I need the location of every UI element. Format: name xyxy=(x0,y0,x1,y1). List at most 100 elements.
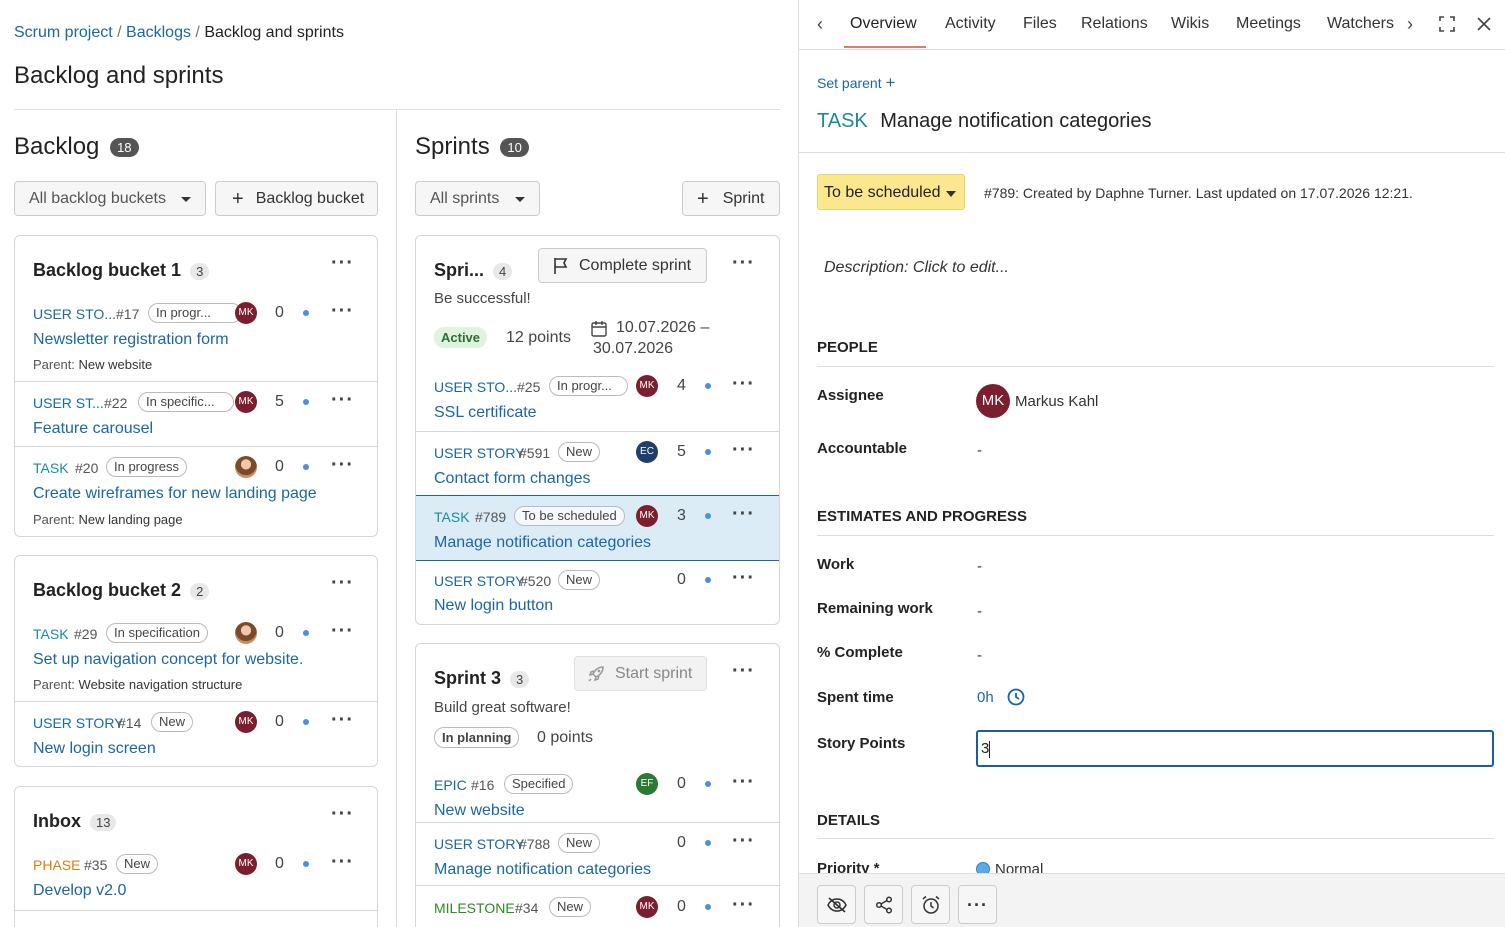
row-menu-icon[interactable]: ··· xyxy=(732,567,755,589)
backlog-filter-dropdown[interactable]: All backlog buckets xyxy=(14,181,206,216)
breadcrumb-scrum-project[interactable]: Scrum project xyxy=(14,24,113,41)
set-parent-link[interactable]: Set parent + xyxy=(817,73,895,93)
parent-link[interactable]: Website navigation structure xyxy=(78,677,243,692)
parent-link[interactable]: New landing page xyxy=(78,512,183,527)
wp-subject[interactable]: Manage notification categories xyxy=(434,861,652,878)
wp-id[interactable]: #520 xyxy=(520,573,552,589)
add-sprint-button[interactable]: + Sprint xyxy=(682,181,780,216)
status-badge[interactable]: In specific... xyxy=(138,392,234,412)
work-value[interactable]: - xyxy=(977,558,982,575)
sprint-menu-icon[interactable]: ··· xyxy=(732,660,755,682)
status-badge[interactable]: In progr... xyxy=(549,376,628,396)
sprint-title-text[interactable]: Sprint 3 xyxy=(434,668,502,688)
wp-id[interactable]: #788 xyxy=(519,836,551,852)
list-item[interactable]: EPIC #16 Specified EF 0 ··· New website xyxy=(416,764,779,822)
row-menu-icon[interactable]: ··· xyxy=(331,851,354,873)
tabs-prev-arrow-icon[interactable]: ‹ xyxy=(817,14,823,34)
list-item[interactable]: USER STORY #14 New MK 0 ··· New login sc… xyxy=(15,701,377,766)
share-button[interactable] xyxy=(864,885,903,924)
wp-subject[interactable]: New login button xyxy=(434,597,554,614)
description-field[interactable]: Description: Click to edit... xyxy=(824,259,1009,276)
wp-subject-title[interactable]: Manage notification categories xyxy=(880,110,1152,132)
status-badge[interactable]: To be scheduled xyxy=(514,506,625,526)
tabs-next-arrow-icon[interactable]: › xyxy=(1407,14,1413,34)
sprints-filter-dropdown[interactable]: All sprints xyxy=(415,181,540,216)
row-menu-icon[interactable]: ··· xyxy=(331,620,354,642)
row-menu-icon[interactable]: ··· xyxy=(732,894,755,916)
row-menu-icon[interactable]: ··· xyxy=(732,830,755,852)
wp-id[interactable]: #591 xyxy=(519,445,551,461)
list-item-selected[interactable]: TASK #789 To be scheduled MK 3 ··· Manag… xyxy=(416,495,779,561)
list-item[interactable]: USER STO... #25 In progr... MK 4 ··· SSL… xyxy=(416,366,779,431)
bucket-menu-icon[interactable]: ··· xyxy=(331,252,354,274)
wp-id[interactable]: #25 xyxy=(517,379,541,395)
wp-subject[interactable]: Manage notification categories xyxy=(434,534,652,551)
tab-meetings[interactable]: Meetings xyxy=(1236,15,1301,32)
assignee-value[interactable]: Markus Kahl xyxy=(1015,393,1099,410)
wp-id[interactable]: #34 xyxy=(515,900,539,916)
avatar[interactable]: EF xyxy=(636,773,658,795)
reminder-button[interactable] xyxy=(911,885,950,924)
clock-icon[interactable] xyxy=(1007,688,1025,706)
status-badge[interactable]: New xyxy=(549,897,592,917)
avatar[interactable]: MK xyxy=(235,302,257,324)
list-item[interactable]: MILESTONE #34 New MK 0 ··· xyxy=(416,885,779,927)
close-icon[interactable] xyxy=(1477,17,1491,31)
list-item[interactable]: USER STORY #788 New 0 ··· Manage notific… xyxy=(416,822,779,886)
add-backlog-bucket-button[interactable]: + Backlog bucket xyxy=(215,181,378,216)
unwatch-button[interactable] xyxy=(817,885,856,924)
wp-subject[interactable]: Develop v2.0 xyxy=(33,882,127,899)
wp-id[interactable]: #789 xyxy=(475,509,507,525)
wp-subject[interactable]: New login screen xyxy=(33,740,156,757)
wp-subject[interactable]: SSL certificate xyxy=(434,404,537,421)
row-menu-icon[interactable]: ··· xyxy=(331,389,354,411)
list-item[interactable]: USER ST... #22 In specific... MK 5 ··· F… xyxy=(15,381,377,446)
story-points-input[interactable]: 3 xyxy=(976,730,1494,767)
avatar[interactable]: MK xyxy=(235,853,257,875)
wp-subject[interactable]: Feature carousel xyxy=(33,420,154,437)
status-badge[interactable]: New xyxy=(558,833,601,853)
wp-id[interactable]: #22 xyxy=(104,395,128,411)
more-actions-button[interactable]: ··· xyxy=(958,885,997,924)
spent-time-value[interactable]: 0h xyxy=(977,689,994,706)
row-menu-icon[interactable]: ··· xyxy=(732,771,755,793)
wp-subject[interactable]: Contact form changes xyxy=(434,470,591,487)
bucket-menu-icon[interactable]: ··· xyxy=(331,572,354,594)
status-dropdown[interactable]: To be scheduled xyxy=(817,174,965,210)
wp-subject[interactable]: New website xyxy=(434,802,525,819)
accountable-value[interactable]: - xyxy=(977,442,982,459)
status-badge[interactable]: New xyxy=(151,712,194,732)
complete-sprint-button[interactable]: Complete sprint xyxy=(538,248,707,283)
tab-relations[interactable]: Relations xyxy=(1081,15,1148,32)
tab-wikis[interactable]: Wikis xyxy=(1171,15,1210,32)
status-badge[interactable]: New xyxy=(558,442,601,462)
breadcrumb-backlogs[interactable]: Backlogs xyxy=(126,24,191,41)
wp-id[interactable]: #14 xyxy=(118,715,142,731)
list-item[interactable]: TASK #20 In progress 0 ··· Create wirefr… xyxy=(15,446,377,536)
sprint-menu-icon[interactable]: ··· xyxy=(732,252,755,274)
status-badge[interactable]: In specification xyxy=(106,623,208,643)
status-badge[interactable]: In progress xyxy=(106,457,188,477)
avatar[interactable]: EC xyxy=(636,441,658,463)
bucket-menu-icon[interactable]: ··· xyxy=(331,803,354,825)
assignee-avatar[interactable]: MK xyxy=(976,384,1010,418)
tab-watchers[interactable]: Watchers xyxy=(1327,15,1394,32)
status-badge[interactable]: Specified xyxy=(504,774,574,794)
status-badge[interactable]: New xyxy=(116,854,159,874)
parent-link[interactable]: New website xyxy=(78,357,153,372)
status-badge[interactable]: In progr... xyxy=(148,303,242,323)
row-menu-icon[interactable]: ··· xyxy=(331,300,354,322)
percent-complete-value[interactable]: - xyxy=(977,647,982,664)
avatar[interactable]: MK xyxy=(235,391,257,413)
list-item[interactable]: USER STORY #591 New EC 5 ··· Contact for… xyxy=(416,431,779,496)
list-item[interactable]: USER STORY #520 New 0 ··· New login butt… xyxy=(416,561,779,624)
row-menu-icon[interactable]: ··· xyxy=(732,439,755,461)
fullscreen-icon[interactable] xyxy=(1439,16,1455,32)
wp-id[interactable]: #35 xyxy=(84,857,108,873)
wp-id[interactable]: #29 xyxy=(74,626,98,642)
avatar[interactable]: MK xyxy=(636,896,658,918)
row-menu-icon[interactable]: ··· xyxy=(732,503,755,525)
tab-files[interactable]: Files xyxy=(1023,15,1057,32)
start-sprint-button[interactable]: Start sprint xyxy=(574,656,707,691)
wp-id[interactable]: #20 xyxy=(75,460,99,476)
